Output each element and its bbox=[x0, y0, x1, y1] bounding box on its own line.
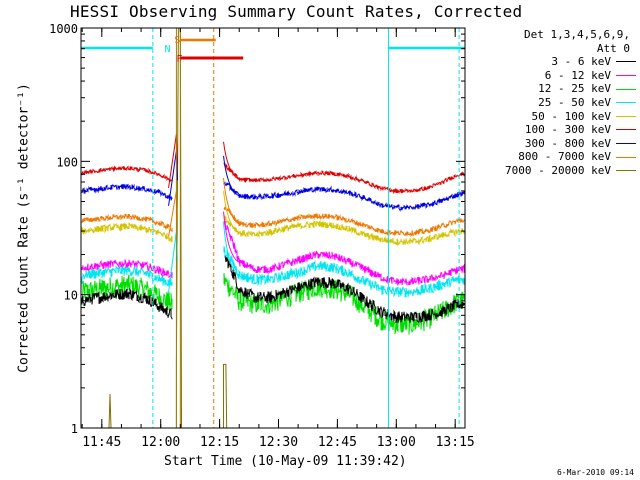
x-tick-label-3: 12:30 bbox=[259, 435, 298, 450]
flare-decay-6 bbox=[223, 155, 240, 197]
legend-label-0: 3 - 6 keV bbox=[551, 55, 611, 69]
legend-item-4: 50 - 100 keV bbox=[478, 110, 638, 124]
legend-label-7: 800 - 7000 keV bbox=[518, 150, 611, 164]
y-tick-label-2: 100 bbox=[56, 155, 78, 169]
x-tick-label-6: 13:15 bbox=[436, 435, 475, 450]
x-axis-label: Start Time (10-May-09 11:39:42) bbox=[164, 454, 407, 469]
legend-swatch-2 bbox=[616, 88, 636, 90]
legend: Det 1,3,4,5,6,9, Att 0 3 - 6 keV 6 - 12 k… bbox=[478, 28, 638, 178]
y-tick-label-0: 1 bbox=[71, 422, 78, 436]
legend-label-8: 7000 - 20000 keV bbox=[505, 163, 611, 177]
series-line-6 bbox=[81, 181, 465, 212]
legend-item-6: 300 - 800 keV bbox=[478, 137, 638, 151]
plot-frame bbox=[80, 27, 466, 429]
flag-label-f: F bbox=[176, 54, 182, 65]
y-tick-label-1: 10 bbox=[64, 289, 78, 303]
series-line-4 bbox=[81, 215, 465, 247]
legend-swatch-7 bbox=[616, 156, 636, 158]
date-stamp: 6-Mar-2010 09:14 bbox=[556, 468, 634, 477]
x-tick-label-5: 13:00 bbox=[377, 435, 416, 450]
flare-decay-1 bbox=[223, 211, 240, 263]
flare-decay-7 bbox=[223, 177, 240, 225]
legend-swatch-3 bbox=[616, 102, 636, 104]
flare-decay-4 bbox=[223, 190, 240, 234]
legend-header-line-1: Det 1,3,4,5,6,9, bbox=[524, 28, 630, 41]
legend-swatch-0 bbox=[616, 61, 636, 63]
legend-label-4: 50 - 100 keV bbox=[531, 109, 611, 123]
legend-swatch-6 bbox=[616, 143, 636, 145]
y-tick-label-3: 1000 bbox=[49, 22, 78, 36]
x-tick-label-4: 12:45 bbox=[318, 435, 357, 450]
chart-title: HESSI Observing Summary Count Rates, Cor… bbox=[70, 2, 523, 21]
legend-swatch-8 bbox=[616, 170, 636, 172]
legend-label-2: 12 - 25 keV bbox=[538, 82, 611, 96]
legend-item-2: 12 - 25 keV bbox=[478, 82, 638, 96]
legend-item-5: 100 - 300 keV bbox=[478, 123, 638, 137]
flare-decay-3 bbox=[223, 222, 240, 276]
legend-label-6: 300 - 800 keV bbox=[524, 136, 611, 150]
legend-item-1: 6 - 12 keV bbox=[478, 69, 638, 83]
x-tick-label-2: 12:15 bbox=[200, 435, 239, 450]
legend-item-8: 7000 - 20000 keV bbox=[478, 164, 638, 178]
flag-label-n: N bbox=[165, 44, 171, 55]
legend-label-3: 25 - 50 keV bbox=[538, 95, 611, 109]
flag-label-s: S bbox=[174, 35, 180, 46]
legend-item-7: 800 - 7000 keV bbox=[478, 150, 638, 164]
flare-decay-5 bbox=[223, 141, 240, 181]
series-line-0 bbox=[81, 249, 465, 324]
series-line-2 bbox=[81, 273, 465, 335]
x-tick-label-0: 11:45 bbox=[82, 435, 121, 450]
legend-swatch-5 bbox=[616, 129, 636, 131]
series-line-7 bbox=[81, 206, 465, 238]
legend-item-0: 3 - 6 keV bbox=[478, 55, 638, 69]
legend-label-5: 100 - 300 keV bbox=[524, 123, 611, 137]
x-tick-label-1: 12:00 bbox=[141, 435, 180, 450]
legend-item-3: 25 - 50 keV bbox=[478, 96, 638, 110]
y-axis-label: Corrected Count Rate (s⁻¹ detector⁻¹) bbox=[16, 83, 32, 373]
legend-label-1: 6 - 12 keV bbox=[544, 68, 611, 82]
series-line-1 bbox=[81, 220, 465, 286]
series-line-5 bbox=[81, 162, 465, 195]
legend-swatch-1 bbox=[616, 75, 636, 77]
legend-swatch-4 bbox=[616, 115, 636, 117]
series-line-3 bbox=[81, 246, 465, 298]
legend-header-line-2: Att 0 bbox=[596, 41, 630, 55]
